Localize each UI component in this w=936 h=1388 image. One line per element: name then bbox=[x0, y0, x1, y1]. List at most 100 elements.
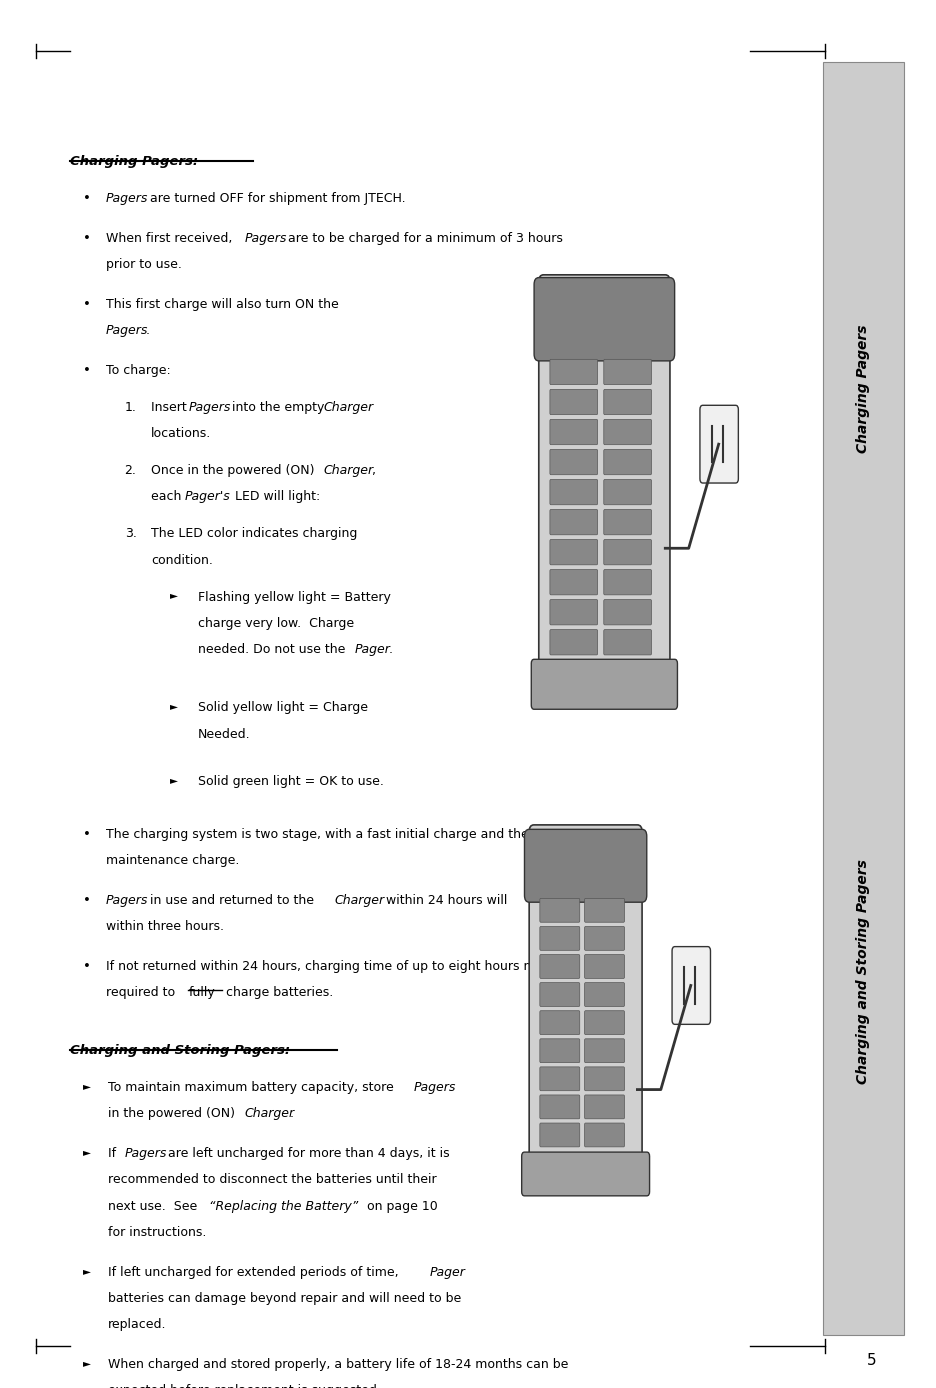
Text: •: • bbox=[83, 827, 91, 841]
Text: Charging and Storing Pagers:: Charging and Storing Pagers: bbox=[70, 1044, 290, 1058]
Text: .: . bbox=[388, 643, 392, 657]
Text: Pagers: Pagers bbox=[188, 401, 230, 414]
Text: Solid green light = OK to use.: Solid green light = OK to use. bbox=[197, 775, 383, 788]
Text: •: • bbox=[83, 894, 91, 906]
FancyBboxPatch shape bbox=[584, 1123, 623, 1146]
FancyBboxPatch shape bbox=[584, 898, 623, 922]
Text: To maintain maximum battery capacity, store: To maintain maximum battery capacity, st… bbox=[108, 1081, 397, 1094]
Text: batteries can damage beyond repair and will need to be: batteries can damage beyond repair and w… bbox=[108, 1292, 461, 1305]
Text: Charging and Storing Pagers: Charging and Storing Pagers bbox=[856, 859, 870, 1084]
Text: The charging system is two stage, with a fast initial charge and then a final: The charging system is two stage, with a… bbox=[106, 827, 578, 841]
FancyBboxPatch shape bbox=[539, 898, 579, 922]
Text: 3.: 3. bbox=[124, 527, 137, 540]
Text: locations.: locations. bbox=[151, 428, 211, 440]
FancyBboxPatch shape bbox=[549, 509, 597, 534]
FancyBboxPatch shape bbox=[524, 830, 646, 902]
Text: Solid yellow light = Charge: Solid yellow light = Charge bbox=[197, 701, 367, 715]
Text: .: . bbox=[145, 325, 149, 337]
Text: Charger: Charger bbox=[323, 464, 373, 477]
Text: To charge:: To charge: bbox=[106, 364, 170, 376]
Text: If: If bbox=[108, 1146, 120, 1160]
FancyBboxPatch shape bbox=[549, 359, 597, 384]
Text: in the powered (ON): in the powered (ON) bbox=[108, 1108, 239, 1120]
Text: Insert: Insert bbox=[151, 401, 190, 414]
Text: Charging Pagers: Charging Pagers bbox=[856, 325, 870, 452]
Text: ►: ► bbox=[170, 590, 178, 601]
FancyBboxPatch shape bbox=[549, 569, 597, 595]
Text: are to be charged for a minimum of 3 hours: are to be charged for a minimum of 3 hou… bbox=[284, 232, 563, 244]
Text: into the empty: into the empty bbox=[227, 401, 328, 414]
Text: Pagers: Pagers bbox=[414, 1081, 456, 1094]
Text: 2.: 2. bbox=[124, 464, 137, 477]
FancyBboxPatch shape bbox=[549, 600, 597, 625]
Text: fully: fully bbox=[188, 985, 215, 999]
Text: maintenance charge.: maintenance charge. bbox=[106, 854, 239, 868]
Text: “Replacing the Battery”: “Replacing the Battery” bbox=[209, 1199, 358, 1213]
Text: charge: charge bbox=[562, 894, 608, 906]
FancyBboxPatch shape bbox=[521, 1152, 649, 1196]
FancyBboxPatch shape bbox=[584, 1095, 623, 1119]
Text: Pager's: Pager's bbox=[184, 490, 230, 504]
Text: Pager: Pager bbox=[354, 643, 389, 657]
Text: expected before replacement is suggested.: expected before replacement is suggested… bbox=[108, 1384, 380, 1388]
Text: ►: ► bbox=[83, 1266, 91, 1276]
Text: •: • bbox=[83, 298, 91, 311]
FancyBboxPatch shape bbox=[539, 1038, 579, 1063]
Text: Charger: Charger bbox=[334, 894, 384, 906]
Text: Pagers: Pagers bbox=[106, 325, 148, 337]
Text: on page 10: on page 10 bbox=[362, 1199, 437, 1213]
FancyBboxPatch shape bbox=[603, 450, 651, 475]
Text: needed. Do not use the: needed. Do not use the bbox=[197, 643, 349, 657]
Text: Needed.: Needed. bbox=[197, 727, 250, 741]
FancyBboxPatch shape bbox=[549, 540, 597, 565]
FancyBboxPatch shape bbox=[671, 947, 709, 1024]
Text: next use.  See: next use. See bbox=[108, 1199, 201, 1213]
Text: Pager: Pager bbox=[430, 1266, 465, 1278]
Text: Flashing yellow light = Battery: Flashing yellow light = Battery bbox=[197, 590, 390, 604]
Text: ►: ► bbox=[83, 1357, 91, 1369]
FancyBboxPatch shape bbox=[539, 1067, 579, 1091]
Text: charge very low.  Charge: charge very low. Charge bbox=[197, 616, 354, 630]
FancyBboxPatch shape bbox=[603, 630, 651, 655]
FancyBboxPatch shape bbox=[549, 390, 597, 415]
Text: If left uncharged for extended periods of time,: If left uncharged for extended periods o… bbox=[108, 1266, 402, 1278]
Text: Charger: Charger bbox=[244, 1108, 294, 1120]
Text: fully: fully bbox=[528, 894, 555, 906]
Text: When charged and stored properly, a battery life of 18-24 months can be: When charged and stored properly, a batt… bbox=[108, 1357, 567, 1371]
Text: within 24 hours will: within 24 hours will bbox=[377, 894, 510, 906]
FancyBboxPatch shape bbox=[603, 390, 651, 415]
FancyBboxPatch shape bbox=[584, 1010, 623, 1034]
Text: •: • bbox=[83, 364, 91, 376]
Text: •: • bbox=[83, 959, 91, 973]
FancyBboxPatch shape bbox=[539, 1095, 579, 1119]
Text: This first charge will also turn ON the: This first charge will also turn ON the bbox=[106, 298, 338, 311]
Text: ►: ► bbox=[83, 1081, 91, 1091]
Text: within three hours.: within three hours. bbox=[106, 920, 224, 933]
Text: 1.: 1. bbox=[124, 401, 137, 414]
Text: each: each bbox=[151, 490, 185, 504]
Text: Pagers: Pagers bbox=[124, 1146, 167, 1160]
FancyBboxPatch shape bbox=[584, 983, 623, 1006]
FancyBboxPatch shape bbox=[529, 824, 641, 1169]
Text: replaced.: replaced. bbox=[108, 1319, 166, 1331]
FancyBboxPatch shape bbox=[603, 419, 651, 444]
Text: •: • bbox=[83, 232, 91, 244]
FancyBboxPatch shape bbox=[539, 983, 579, 1006]
FancyBboxPatch shape bbox=[549, 419, 597, 444]
Text: for instructions.: for instructions. bbox=[108, 1226, 206, 1239]
FancyBboxPatch shape bbox=[584, 955, 623, 979]
Text: Charging Pagers:: Charging Pagers: bbox=[70, 155, 198, 168]
FancyBboxPatch shape bbox=[699, 405, 738, 483]
FancyBboxPatch shape bbox=[538, 275, 669, 677]
FancyBboxPatch shape bbox=[539, 955, 579, 979]
Text: Pagers: Pagers bbox=[106, 193, 148, 205]
Text: in use and returned to the: in use and returned to the bbox=[146, 894, 318, 906]
Text: condition.: condition. bbox=[151, 554, 212, 566]
Text: charge batteries.: charge batteries. bbox=[222, 985, 333, 999]
FancyBboxPatch shape bbox=[603, 540, 651, 565]
FancyBboxPatch shape bbox=[531, 659, 677, 709]
Text: ►: ► bbox=[170, 701, 178, 712]
FancyBboxPatch shape bbox=[539, 1123, 579, 1146]
FancyBboxPatch shape bbox=[584, 1038, 623, 1063]
FancyBboxPatch shape bbox=[584, 926, 623, 951]
